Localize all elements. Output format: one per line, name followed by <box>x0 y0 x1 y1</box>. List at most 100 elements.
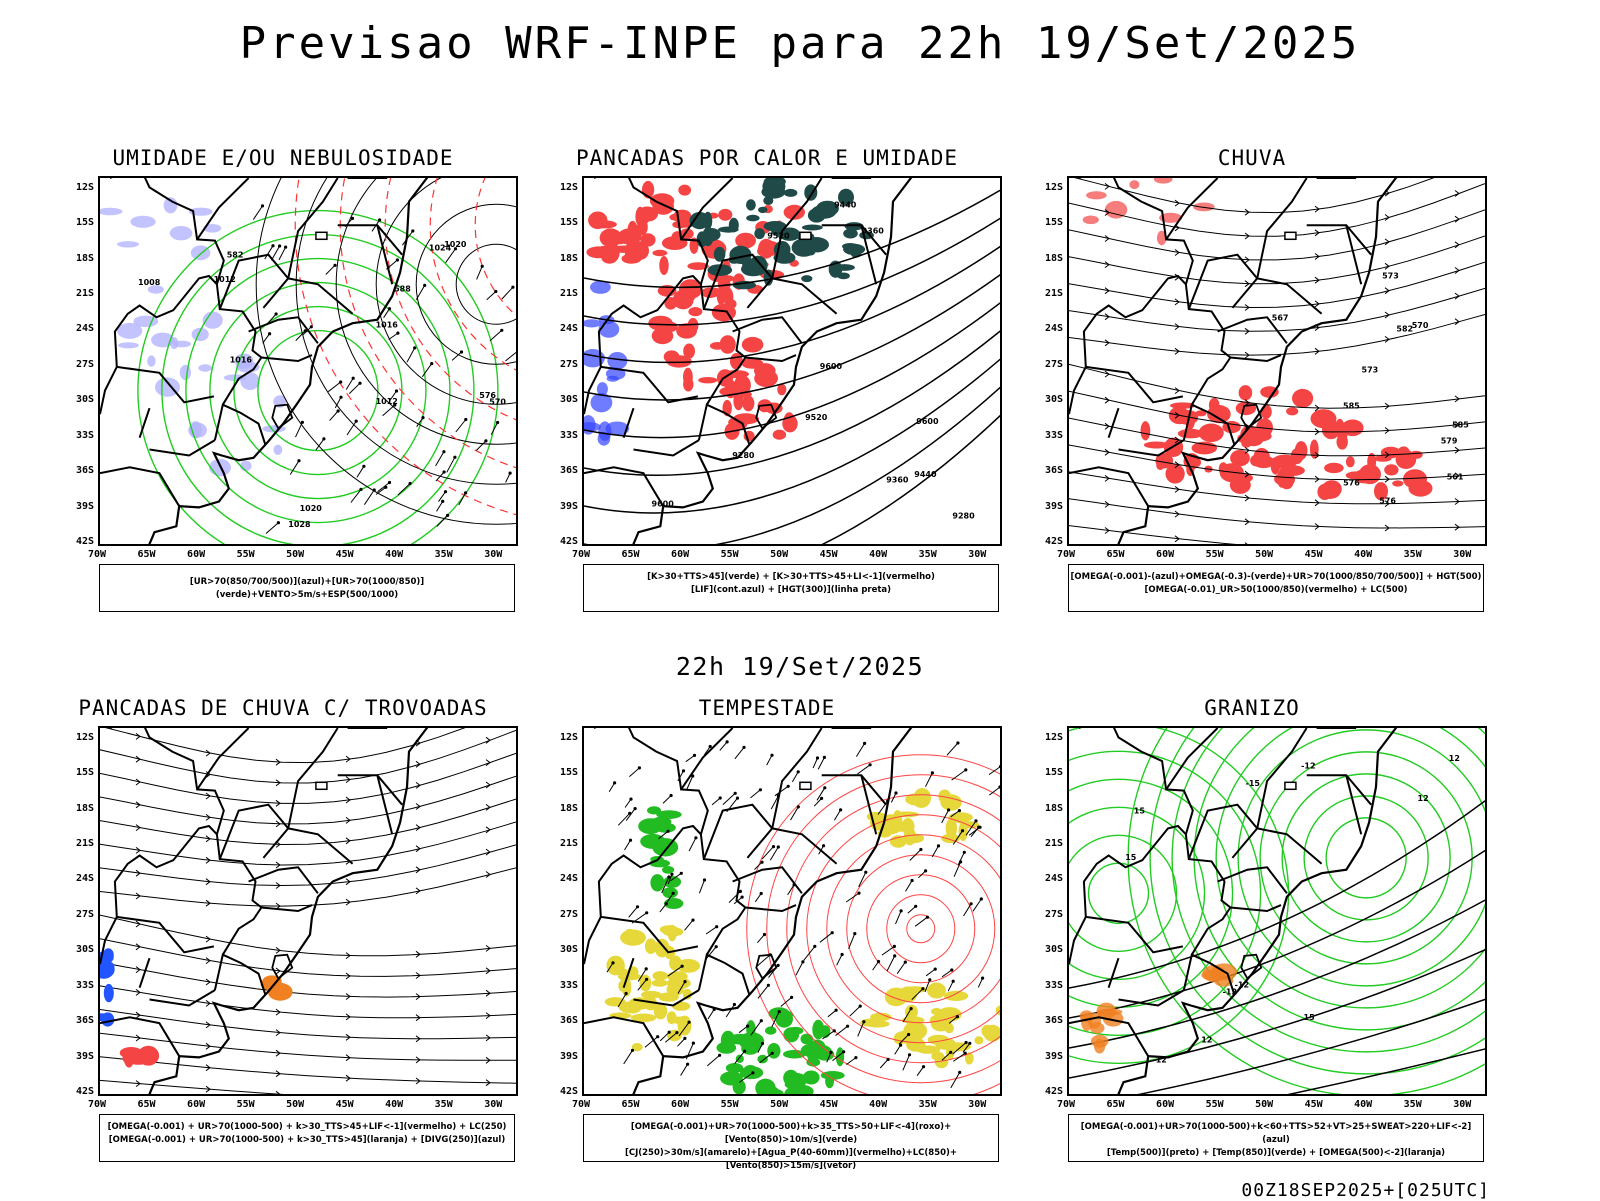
lat-tick-label: 21S <box>559 288 578 300</box>
lat-tick-label: 39S <box>75 1050 94 1062</box>
legend-line: [UR>70(850/700/500)](azul)+[UR>70(1000/8… <box>189 577 425 600</box>
map-canvas <box>100 728 516 1094</box>
panel-title: PANCADAS POR CALOR E UMIDADE <box>575 146 958 170</box>
map-canvas <box>584 728 1000 1094</box>
lat-tick-label: 12S <box>75 731 94 743</box>
lat-tick-label: 15S <box>559 767 578 779</box>
lon-tick-label: 60W <box>671 549 690 560</box>
lat-tick-label: 42S <box>1044 536 1063 547</box>
contour-label: 9600 <box>820 362 843 371</box>
contour-label: 9520 <box>805 413 828 422</box>
lon-tick-label: 55W <box>1205 549 1224 560</box>
lon-tick-label: 70W <box>572 1099 591 1110</box>
legend-line: [OMEGA(-0.001)+UR>70(1000-500)+k<60+TTS>… <box>1080 1122 1472 1145</box>
lat-tick-label: 33S <box>559 429 578 441</box>
lat-tick-label: 18S <box>559 252 578 264</box>
lon-tick-label: 35W <box>1403 1099 1422 1110</box>
panel-legend: [UR>70(850/700/500)](azul)+[UR>70(1000/8… <box>99 564 515 612</box>
panel-legend: [OMEGA(-0.001)+UR>70(1000-500)+k<60+TTS>… <box>1068 1114 1484 1162</box>
lon-tick-label: 45W <box>335 549 354 560</box>
lat-tick-label: 27S <box>559 908 578 920</box>
panel-tempestade: TEMPESTADE [OMEGA(-0.001)+UR>70(1000-500… <box>532 696 1002 1171</box>
lat-tick-label: 39S <box>1044 1050 1063 1062</box>
lat-tick-label: 21S <box>75 838 94 850</box>
contour-label: 1020 <box>300 504 323 513</box>
lon-tick-label: 70W <box>1057 549 1076 560</box>
panel-legend: [OMEGA(-0.001) + UR>70(1000-500) + k>30_… <box>99 1114 515 1162</box>
lat-tick-label: 15S <box>559 217 578 229</box>
contour-label: -12 <box>1152 1056 1166 1065</box>
contour-label: 9440 <box>834 200 857 209</box>
lon-tick-label: 35W <box>918 549 937 560</box>
contour-label: 9440 <box>914 470 937 479</box>
contour-label: 1012 <box>214 275 236 284</box>
contour-label: 576 <box>1343 478 1360 487</box>
main-title: Previsao WRF-INPE para 22h 19/Set/2025 <box>239 18 1361 69</box>
contour-label: -12 <box>1301 762 1315 771</box>
lat-tick-label: 36S <box>1044 465 1063 477</box>
lon-tick-label: 30W <box>484 1099 503 1110</box>
contour-label: 12 <box>1418 794 1429 803</box>
lon-tick-label: 70W <box>88 549 107 560</box>
lat-tick-label: 27S <box>1044 908 1063 920</box>
lat-tick-label: 18S <box>75 252 94 264</box>
lon-tick-label: 40W <box>1354 1099 1373 1110</box>
lat-tick-label: 24S <box>1044 873 1063 885</box>
contour-label: 576 <box>479 391 496 400</box>
lat-tick-label: 36S <box>75 465 94 477</box>
panel-title: CHUVA <box>1217 146 1287 170</box>
lat-tick-label: 36S <box>75 1015 94 1027</box>
lat-tick-label: 30S <box>559 394 578 406</box>
contour-label: 15 <box>1125 853 1137 862</box>
lat-tick-label: 21S <box>559 838 578 850</box>
contour-label: 12 <box>1449 754 1460 763</box>
lat-tick-label: 36S <box>1044 1015 1063 1027</box>
lon-tick-label: 45W <box>819 549 838 560</box>
contour-label: 582 <box>1396 325 1413 334</box>
lat-tick-label: 24S <box>559 323 578 335</box>
lat-tick-label: 36S <box>559 1015 578 1027</box>
lat-tick-label: 27S <box>1044 358 1063 370</box>
lon-tick-label: 35W <box>1403 549 1422 560</box>
lat-tick-label: 39S <box>559 1050 578 1062</box>
map-frame <box>582 726 1002 1096</box>
legend-line: [CJ(250)>30m/s](amarelo)+[Agua_P(40-60mm… <box>624 1148 958 1171</box>
lon-tick-label: 60W <box>1156 1099 1175 1110</box>
lon-tick-label: 30W <box>484 549 503 560</box>
lat-tick-label: 27S <box>75 908 94 920</box>
lon-tick-label: 70W <box>88 1099 107 1110</box>
lat-tick-label: 15S <box>75 217 94 229</box>
lat-tick-label: 21S <box>75 288 94 300</box>
lat-tick-label: 39S <box>559 500 578 512</box>
panel-title: UMIDADE E/OU NEBULOSIDADE <box>112 146 454 170</box>
contour-label: 15 <box>1134 807 1146 816</box>
lat-tick-label: 18S <box>1044 802 1063 814</box>
lon-tick-label: 35W <box>918 1099 937 1110</box>
panel-title: TEMPESTADE <box>698 696 836 720</box>
contour-label: 9360 <box>862 227 885 236</box>
lat-tick-label: 12S <box>1044 731 1063 743</box>
lat-tick-label: 42S <box>1044 1086 1063 1097</box>
valid-time-subtitle: 22h 19/Set/2025 <box>675 652 925 681</box>
contour-label: 585 <box>1343 402 1360 411</box>
lat-tick-label: 33S <box>75 979 94 991</box>
contour-label: 1024 <box>429 243 452 252</box>
contour-label: 1016 <box>230 356 253 365</box>
legend-line: [OMEGA(-0.001) + UR>70(1000-500) + k>30_… <box>107 1122 507 1132</box>
map-canvas: 1008 101210161020102410281012101610205705… <box>100 178 516 544</box>
panel-legend: [K>30+TTS>45](verde) + [K>30+TTS>45+LI<-… <box>583 564 999 612</box>
contour-label: 582 <box>227 250 244 259</box>
contour-label: 1028 <box>288 520 311 529</box>
lat-tick-label: 30S <box>75 394 94 406</box>
lat-tick-label: 42S <box>559 536 578 547</box>
lat-tick-label: 33S <box>559 979 578 991</box>
contour-label: -15 <box>1246 779 1261 788</box>
lon-tick-label: 40W <box>869 549 888 560</box>
lon-tick-label: 50W <box>286 1099 305 1110</box>
panel-title: PANCADAS DE CHUVA C/ TROVOADAS <box>78 696 488 720</box>
panel-legend: [OMEGA(-0.001)-(azul)+OMEGA(-0.3)-(verde… <box>1068 564 1484 612</box>
lat-tick-label: 15S <box>1044 217 1063 229</box>
contour-label: 9280 <box>952 512 975 521</box>
run-info-footer: 00Z18SEP2025+[025UTC] <box>1241 1180 1490 1201</box>
contour-label: -12 <box>1223 987 1237 996</box>
